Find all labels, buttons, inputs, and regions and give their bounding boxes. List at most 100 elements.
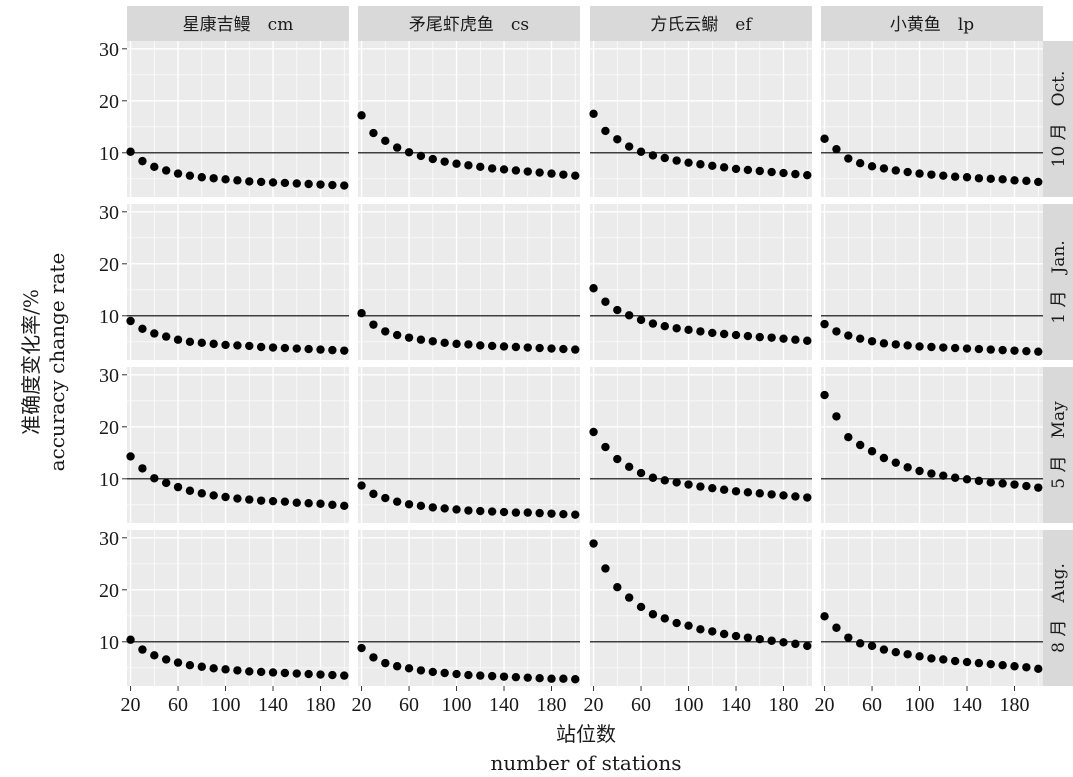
data-point [197, 173, 206, 182]
data-point [357, 309, 366, 318]
data-point [950, 172, 960, 181]
data-point [950, 343, 960, 353]
x-tick-label: 140 [721, 694, 751, 716]
data-point [487, 507, 497, 516]
panel [820, 530, 1043, 686]
data-point [245, 495, 254, 504]
column-strip-label: 小黄鱼 lp [890, 15, 974, 35]
panel [589, 530, 812, 686]
panel [357, 41, 580, 197]
data-point [767, 333, 776, 342]
data-point [256, 342, 266, 352]
data-point [316, 180, 325, 189]
data-point [903, 463, 912, 472]
data-point [915, 466, 924, 476]
data-point [428, 667, 437, 677]
column-strip-background [821, 6, 1043, 41]
data-point [185, 661, 195, 670]
data-point [1034, 664, 1043, 674]
data-point [708, 483, 717, 493]
data-point [648, 319, 658, 328]
axis-layer: 10 20 30 10 20 30 10 20 30 10 20 30 20 60 100 140 180 20 6… [99, 39, 1030, 716]
data-point [571, 510, 580, 519]
data-point [974, 174, 984, 183]
data-point [256, 177, 266, 187]
data-point [535, 508, 544, 518]
data-point [404, 333, 414, 342]
data-point [440, 668, 449, 678]
y-tick-label: 30 [99, 39, 119, 61]
data-point [523, 673, 532, 682]
data-point [613, 135, 622, 144]
data-point [571, 345, 580, 354]
y-tick-label: 20 [99, 91, 119, 113]
data-point [197, 338, 206, 348]
data-point [173, 335, 183, 344]
data-point [440, 338, 449, 348]
panel-background [127, 41, 349, 197]
panel-background [358, 41, 580, 197]
data-point [672, 478, 681, 487]
column-strip: 小黄鱼 lp [821, 6, 1043, 41]
panel [126, 367, 349, 523]
data-point [927, 654, 936, 663]
data-point [820, 390, 829, 400]
data-point [404, 664, 414, 673]
data-point [357, 111, 366, 120]
data-point [304, 179, 313, 189]
data-point [708, 627, 717, 636]
data-point [879, 164, 889, 173]
data-point [624, 593, 634, 602]
panel [126, 530, 349, 686]
data-point [660, 476, 669, 485]
data-point [428, 503, 437, 512]
data-point [779, 638, 788, 647]
data-point [601, 297, 610, 306]
data-point [304, 499, 313, 508]
data-point [304, 344, 313, 354]
data-point [915, 652, 924, 661]
data-point [879, 339, 889, 348]
data-point [280, 178, 290, 188]
panel [126, 41, 349, 197]
data-point [197, 662, 206, 671]
row-strip-label: 1 月 Jan. [1049, 240, 1069, 324]
data-point [392, 497, 402, 506]
data-point [767, 636, 776, 645]
data-point [719, 629, 729, 639]
data-point [245, 177, 254, 186]
x-tick-label: 180 [1000, 694, 1030, 716]
data-point [684, 480, 693, 489]
data-point [150, 329, 159, 338]
data-point [209, 174, 218, 183]
data-point [571, 171, 580, 180]
panel [126, 204, 349, 360]
data-point [791, 169, 800, 179]
data-point [589, 427, 598, 437]
data-point [173, 482, 183, 492]
data-point [511, 508, 521, 517]
x-tick-label: 180 [306, 694, 336, 716]
data-point [844, 331, 853, 340]
column-strip-background [590, 6, 812, 41]
data-point [791, 492, 800, 501]
data-point [316, 670, 325, 679]
data-point [547, 344, 556, 353]
data-point [684, 158, 693, 167]
data-point [998, 479, 1007, 488]
data-point [316, 499, 325, 508]
data-point [404, 500, 414, 509]
data-point [1034, 347, 1043, 356]
column-strip-label: 矛尾虾虎鱼 cs [409, 15, 529, 35]
data-point [915, 169, 924, 178]
data-point [891, 648, 900, 657]
data-point [820, 134, 829, 143]
data-point [487, 671, 497, 681]
data-point [879, 453, 889, 463]
x-tick-label: 180 [537, 694, 567, 716]
data-point [523, 167, 532, 176]
x-tick-label: 60 [862, 694, 882, 716]
data-point [150, 651, 159, 660]
x-tick-label: 180 [769, 694, 799, 716]
data-point [986, 174, 995, 183]
